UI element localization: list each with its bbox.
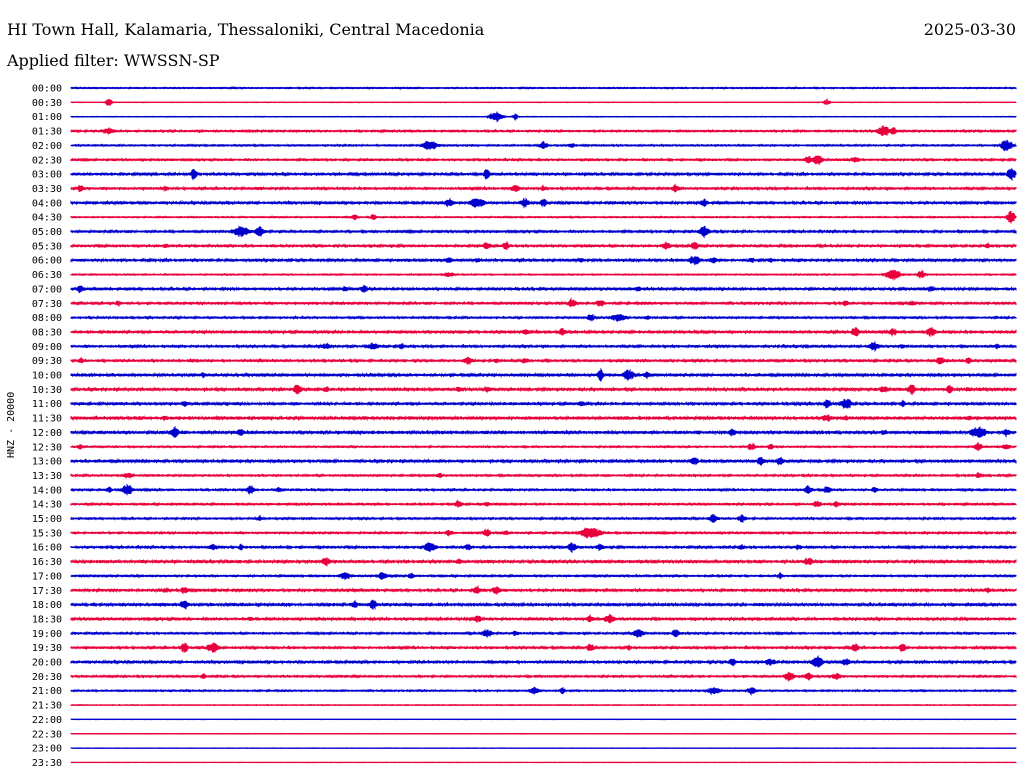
row-time-label: 01:30	[32, 127, 62, 138]
row-time-label: 19:00	[32, 629, 62, 640]
row-time-label: 07:30	[32, 299, 62, 310]
row-time-label: 23:30	[32, 758, 62, 769]
filter-label: Applied filter: WWSSN-SP	[7, 51, 220, 70]
row-time-label: 17:00	[32, 571, 62, 582]
row-time-label: 14:00	[32, 485, 62, 496]
row-time-label: 09:30	[32, 356, 62, 367]
row-time-label: 22:00	[32, 715, 62, 726]
row-time-label: 15:00	[32, 514, 62, 525]
row-time-label: 20:30	[32, 672, 62, 683]
row-time-label: 04:30	[32, 213, 62, 224]
row-time-label: 22:30	[32, 729, 62, 740]
row-time-label: 08:30	[32, 327, 62, 338]
row-time-label: 18:00	[32, 600, 62, 611]
row-time-label: 10:00	[32, 371, 62, 382]
row-time-label: 06:00	[32, 256, 62, 267]
station-title: HI Town Hall, Kalamaria, Thessaloniki, C…	[7, 20, 485, 39]
row-time-label: 06:30	[32, 270, 62, 281]
row-time-label: 13:30	[32, 471, 62, 482]
row-time-label: 05:30	[32, 241, 62, 252]
row-time-label: 01:00	[32, 112, 62, 123]
row-time-label: 02:30	[32, 155, 62, 166]
trace-line	[70, 584, 1017, 595]
row-time-label: 12:30	[32, 442, 62, 453]
plot-date: 2025-03-30	[923, 20, 1016, 39]
row-time-label: 13:00	[32, 457, 62, 468]
row-time-label: 04:00	[32, 198, 62, 209]
row-time-label: 19:30	[32, 643, 62, 654]
row-time-label: 12:00	[32, 428, 62, 439]
row-time-label: 21:30	[32, 701, 62, 712]
row-time-label: 21:00	[32, 686, 62, 697]
row-time-label: 03:00	[32, 170, 62, 181]
row-time-label: 16:00	[32, 543, 62, 554]
row-time-label: 14:30	[32, 500, 62, 511]
row-time-label: 02:00	[32, 141, 62, 152]
row-time-label: 05:00	[32, 227, 62, 238]
row-time-label: 11:30	[32, 414, 62, 425]
row-time-label: 11:00	[32, 399, 62, 410]
row-time-label: 23:00	[32, 744, 62, 755]
row-time-label: 09:00	[32, 342, 62, 353]
row-time-label: 10:30	[32, 385, 62, 396]
row-time-label: 20:00	[32, 658, 62, 669]
row-time-label: 15:30	[32, 528, 62, 539]
row-time-label: 17:30	[32, 586, 62, 597]
row-time-label: 16:30	[32, 557, 62, 568]
trace-line	[70, 341, 1017, 353]
row-time-label: 18:30	[32, 614, 62, 625]
row-time-label: 03:30	[32, 184, 62, 195]
row-time-label: 08:00	[32, 313, 62, 324]
row-time-label: 00:00	[32, 84, 62, 95]
row-time-label: 00:30	[32, 98, 62, 109]
row-time-label: 07:00	[32, 284, 62, 295]
